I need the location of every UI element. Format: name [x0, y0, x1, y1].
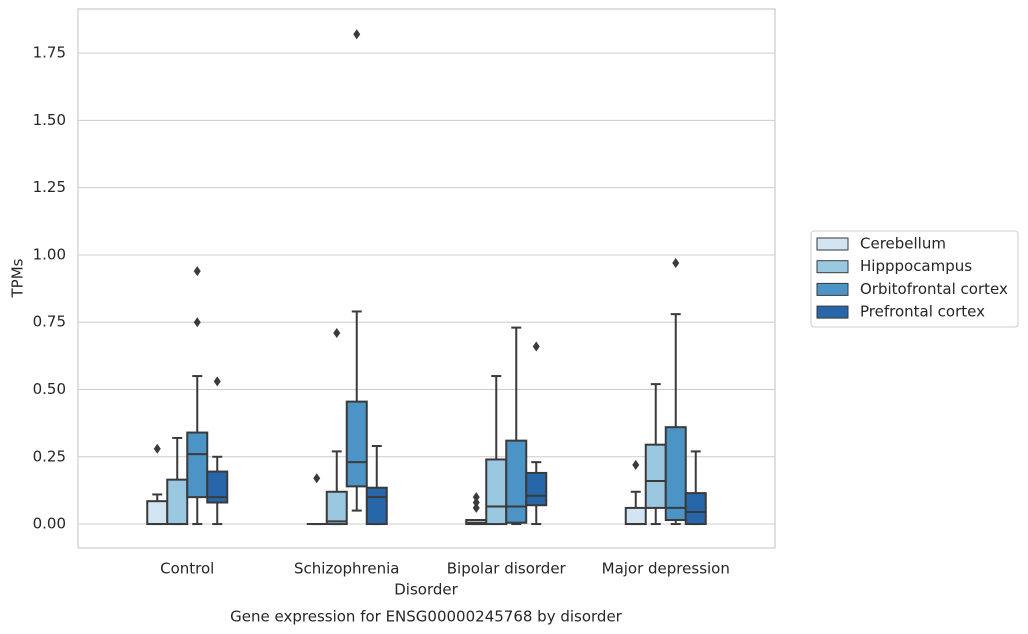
flier [472, 502, 480, 513]
box [644, 443, 667, 509]
box [525, 471, 548, 507]
box-group [465, 492, 488, 526]
flier [213, 376, 221, 387]
flier [472, 497, 480, 508]
box-group [505, 326, 528, 526]
x-tick-label: Bipolar disorder [447, 560, 567, 578]
y-tick-label: 0.50 [33, 380, 66, 398]
box [505, 439, 528, 524]
legend-swatch [816, 260, 849, 274]
box [345, 400, 368, 488]
box [624, 506, 647, 526]
box-group [365, 445, 388, 526]
x-tick-label: Major depression [602, 560, 730, 578]
box-group [624, 459, 647, 526]
box-group [146, 443, 169, 526]
box [206, 470, 229, 504]
legend-label: Orbitofrontal cortex [860, 280, 1008, 298]
box-group [485, 375, 508, 526]
x-tick-label: Schizophrenia [294, 560, 399, 578]
box-group [325, 327, 348, 526]
x-axis-label: Disorder [394, 581, 458, 599]
box [684, 492, 707, 526]
flier [333, 327, 341, 338]
legend-label: Cerebellum [860, 235, 946, 253]
legend-swatch [816, 237, 849, 251]
y-tick-label: 0.00 [33, 515, 66, 533]
box [664, 426, 687, 522]
plot-frame [77, 8, 776, 549]
y-tick-label: 1.75 [33, 44, 66, 62]
box-group [525, 341, 548, 526]
y-tick-label: 0.25 [33, 447, 66, 465]
box [166, 478, 189, 526]
flier [313, 473, 321, 484]
legend-label: Hipppocampus [860, 257, 972, 275]
flier [632, 459, 640, 470]
box-group [206, 376, 229, 526]
y-tick-label: 1.00 [33, 245, 66, 263]
box-group [306, 473, 327, 526]
flier [193, 266, 201, 277]
legend-swatch [816, 282, 849, 296]
legend-swatch [816, 305, 849, 319]
box-group [166, 436, 189, 526]
x-tick-label: Control [160, 560, 214, 578]
box-group [186, 266, 209, 526]
box-group [664, 258, 687, 526]
flier [672, 258, 680, 269]
box-group [684, 450, 707, 526]
flier [153, 443, 161, 454]
y-axis-label: TPMs [9, 258, 27, 298]
box [485, 458, 508, 526]
box [186, 431, 209, 499]
chart-title: Gene expression for ENSG00000245768 by d… [230, 608, 623, 626]
flier [472, 492, 480, 503]
box-group [345, 29, 368, 512]
legend-label: Prefrontal cortex [860, 303, 985, 321]
legend-frame [810, 230, 1019, 328]
box [325, 490, 348, 526]
y-tick-label: 0.75 [33, 313, 66, 331]
box [146, 500, 169, 526]
box-group [644, 383, 667, 526]
flier [532, 341, 540, 352]
box [365, 486, 388, 526]
flier [193, 317, 201, 328]
y-tick-label: 1.50 [33, 111, 66, 129]
flier [353, 29, 361, 40]
y-tick-label: 1.25 [33, 178, 66, 196]
